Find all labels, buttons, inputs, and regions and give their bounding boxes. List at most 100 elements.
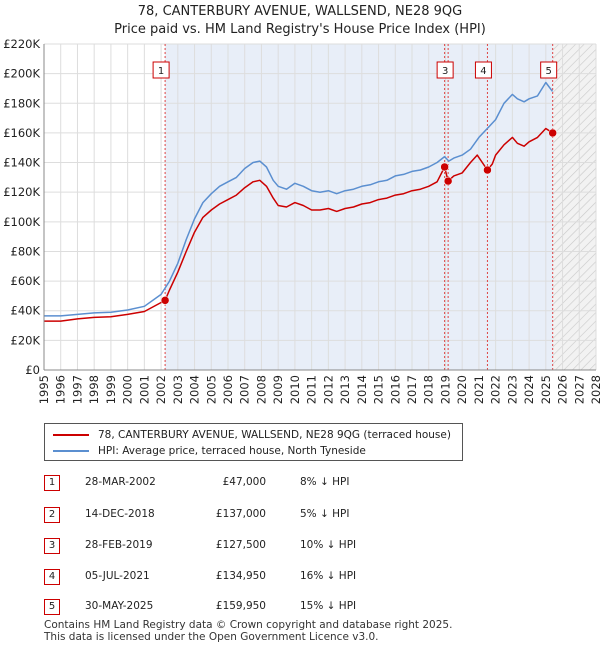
footer-line-1: Contains HM Land Registry data © Crown c… (44, 619, 453, 631)
sale-date: 05-JUL-2021 (85, 570, 150, 582)
hpi-line (44, 81, 554, 317)
price-chart: 1 3 4 5 £0 £20K £40K £60K £80K £100K £120K £140K £1… (3, 37, 600, 404)
sale-point (483, 165, 492, 175)
sale-row: 3 28-FEB-2019 £127,500 10% ↓ HPI (0, 535, 600, 555)
sale-row: 2 14-DEC-2018 £137,000 5% ↓ HPI (0, 504, 600, 524)
sale-box-5 (540, 61, 558, 79)
legend-item-property: 78, CANTERBURY AVENUE, WALLSEND, NE28 9Q… (45, 427, 462, 443)
x-tick-label: 2007 (238, 375, 252, 404)
x-tick-label: 2000 (121, 375, 135, 404)
x-tick-label: 2021 (472, 375, 486, 404)
sale-number-badge: 1 (44, 475, 60, 491)
title-line-2: Price paid vs. HM Land Registry's House … (114, 22, 486, 37)
sale-box-label: 3 (442, 66, 448, 77)
y-tick-label: £40K (11, 304, 41, 318)
sale-price: £127,500 (215, 539, 266, 551)
y-tick-label: £140K (3, 156, 40, 170)
y-tick-label: £80K (11, 244, 41, 258)
legend-swatch-hpi (53, 450, 89, 452)
sale-price: £47,000 (222, 476, 266, 488)
sale-box-3 (436, 61, 454, 79)
sale-row: 4 05-JUL-2021 £134,950 16% ↓ HPI (0, 566, 600, 586)
sale-price: £137,000 (215, 508, 266, 520)
x-tick-label: 1998 (87, 375, 101, 404)
sale-number-badge: 5 (44, 599, 60, 615)
sale-hpi-diff: 16% ↓ HPI (300, 570, 357, 582)
sale-row: 1 28-MAR-2002 £47,000 8% ↓ HPI (0, 472, 600, 492)
x-tick-label: 2009 (271, 375, 285, 404)
y-tick-label: £20K (11, 333, 41, 347)
x-tick-label: 1995 (37, 375, 51, 404)
sale-box-label: 1 (158, 66, 164, 77)
y-tick-label: £200K (3, 67, 40, 81)
sale-price: £134,950 (215, 570, 266, 582)
sale-box-4 (474, 61, 492, 79)
x-tick-label: 2020 (455, 375, 469, 404)
sale-point (160, 296, 170, 305)
x-tick-label: 2015 (372, 375, 386, 404)
x-tick-label: 2017 (405, 375, 419, 404)
x-tick-label: 2012 (321, 375, 335, 404)
y-tick-label: £120K (3, 185, 40, 199)
x-tick-label: 2027 (572, 375, 586, 404)
x-tick-label: 1999 (104, 375, 118, 404)
chart-legend: 78, CANTERBURY AVENUE, WALLSEND, NE28 9Q… (44, 423, 463, 461)
sale-hpi-diff: 5% ↓ HPI (300, 508, 350, 520)
y-tick-label: £160K (3, 126, 40, 140)
x-tick-label: 2011 (305, 375, 319, 404)
footer-line-2: This data is licensed under the Open Gov… (44, 631, 379, 643)
x-tick-label: 2010 (288, 375, 302, 404)
sale-point (440, 162, 449, 172)
sale-box-label: 4 (480, 66, 486, 77)
x-tick-label: 2013 (338, 375, 352, 404)
legend-label-property: 78, CANTERBURY AVENUE, WALLSEND, NE28 9Q… (98, 429, 451, 441)
x-tick-label: 2018 (422, 375, 436, 404)
x-tick-label: 2025 (539, 375, 553, 404)
x-tick-label: 2028 (589, 375, 600, 404)
sale-hpi-diff: 8% ↓ HPI (300, 476, 350, 488)
y-tick-label: £220K (3, 37, 40, 51)
sale-hpi-diff: 10% ↓ HPI (300, 539, 357, 551)
sale-point (548, 128, 557, 138)
y-tick-label: £0 (25, 363, 40, 377)
x-tick-label: 2005 (204, 375, 218, 404)
x-tick-label: 2014 (355, 375, 369, 404)
title-line-1: 78, CANTERBURY AVENUE, WALLSEND, NE28 9Q… (137, 4, 463, 19)
x-tick-label: 2003 (171, 375, 185, 404)
ownership-shade (165, 44, 553, 370)
sale-date: 30-MAY-2025 (85, 600, 154, 612)
y-tick-label: £100K (3, 215, 40, 229)
legend-swatch-property (53, 434, 89, 436)
x-tick-label: 2016 (388, 375, 402, 404)
sale-row: 5 30-MAY-2025 £159,950 15% ↓ HPI (0, 596, 600, 616)
y-tick-label: £60K (11, 274, 41, 288)
x-tick-label: 2002 (154, 375, 168, 404)
sale-box-1 (152, 61, 170, 79)
sale-date: 28-FEB-2019 (85, 539, 153, 551)
x-tick-label: 2019 (438, 375, 452, 404)
sale-hpi-diff: 15% ↓ HPI (300, 600, 357, 612)
x-tick-label: 2022 (489, 375, 503, 404)
sale-number-badge: 4 (44, 569, 60, 585)
sale-box-label: 5 (545, 66, 551, 77)
x-tick-label: 2023 (505, 375, 519, 404)
footer-attribution: Contains HM Land Registry data © Crown c… (44, 619, 452, 643)
x-tick-label: 2001 (137, 375, 151, 404)
x-tick-label: 2024 (522, 375, 536, 404)
sale-point (443, 176, 453, 186)
future-hatch (552, 44, 596, 370)
x-tick-label: 1997 (70, 375, 84, 404)
sale-date: 14-DEC-2018 (85, 508, 155, 520)
x-tick-label: 1996 (54, 375, 68, 404)
sale-number-badge: 2 (44, 507, 60, 523)
sale-price: £159,950 (215, 600, 266, 612)
x-tick-label: 2004 (188, 375, 202, 404)
legend-item-hpi: HPI: Average price, terraced house, Nort… (45, 443, 462, 459)
sale-date: 28-MAR-2002 (85, 476, 156, 488)
x-tick-label: 2026 (556, 375, 570, 404)
sale-number-badge: 3 (44, 538, 60, 554)
y-tick-label: £180K (3, 96, 40, 110)
chart-title: 78, CANTERBURY AVENUE, WALLSEND, NE28 9Q… (0, 3, 600, 39)
legend-label-hpi: HPI: Average price, terraced house, Nort… (98, 445, 366, 457)
x-tick-label: 2006 (221, 375, 235, 404)
